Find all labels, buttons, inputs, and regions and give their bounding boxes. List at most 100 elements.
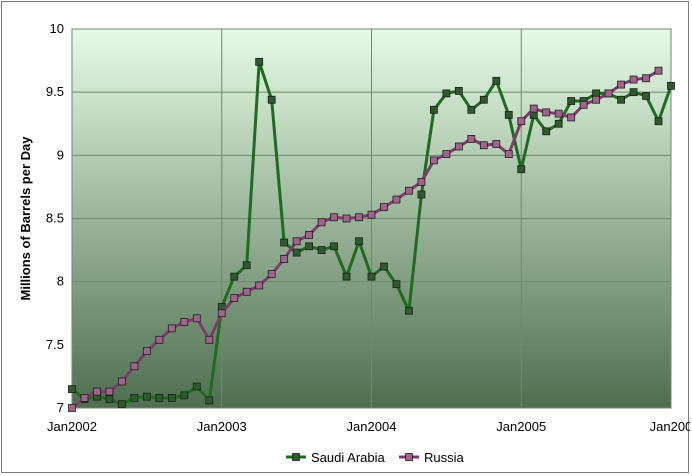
y-tick-label: 8.5 — [46, 211, 64, 226]
data-point — [554, 109, 563, 118]
y-tick-label: 9.5 — [46, 84, 64, 99]
data-point — [255, 57, 264, 66]
data-point — [267, 95, 276, 104]
data-point — [479, 141, 488, 150]
data-point — [68, 404, 76, 412]
axis-ticks: 7 7.5 8 8.5 9 9.5 10 Jan2002 Jan2003 Jan2004 Jan20… — [46, 21, 690, 434]
data-point — [429, 156, 438, 165]
y-tick-label: 9 — [57, 147, 64, 162]
data-point — [342, 214, 351, 223]
data-point — [392, 195, 401, 204]
data-point — [317, 218, 326, 227]
data-point — [405, 186, 413, 195]
data-point — [93, 387, 101, 396]
data-point — [80, 393, 89, 402]
data-point — [617, 80, 625, 89]
data-point — [629, 75, 638, 84]
data-point — [355, 237, 363, 246]
y-tick-label: 7.5 — [46, 337, 64, 352]
legend-marker — [292, 453, 300, 461]
data-point — [392, 280, 401, 289]
data-point — [367, 210, 376, 219]
data-point — [305, 231, 314, 239]
data-point — [205, 335, 214, 344]
data-point — [467, 105, 476, 114]
data-point — [192, 382, 201, 391]
series-russia — [68, 66, 663, 412]
data-point — [517, 165, 526, 174]
data-point — [592, 95, 601, 104]
data-point — [118, 400, 126, 409]
data-point — [180, 318, 189, 326]
data-point — [280, 238, 289, 247]
y-tick-label: 7 — [57, 400, 64, 415]
y-tick-label: 8 — [57, 274, 64, 289]
data-point — [642, 74, 650, 83]
data-point — [417, 190, 426, 199]
data-point — [342, 272, 351, 281]
data-point — [280, 255, 289, 263]
data-point — [380, 262, 388, 271]
data-point — [68, 385, 76, 393]
data-point — [454, 142, 463, 151]
legend-marker — [405, 453, 413, 461]
data-point — [255, 281, 264, 290]
data-point — [380, 203, 388, 212]
data-point — [330, 242, 338, 251]
data-point — [542, 108, 551, 117]
data-point — [155, 393, 164, 402]
data-point — [142, 392, 151, 401]
data-point — [492, 76, 501, 85]
data-point — [417, 177, 426, 186]
data-point — [517, 117, 526, 126]
data-point — [130, 362, 139, 371]
data-point — [504, 150, 513, 158]
data-point — [155, 335, 164, 344]
legend-item: Saudi Arabia — [286, 450, 385, 465]
data-point — [180, 391, 189, 400]
y-axis-title: Millions of Barrels per Day — [18, 136, 33, 301]
data-point — [167, 324, 176, 333]
data-point — [230, 294, 239, 302]
x-tick-label: Jan2003 — [197, 419, 247, 434]
legend: Saudi Arabia Russia — [286, 450, 465, 465]
data-point — [355, 213, 363, 222]
x-tick-label: Jan2004 — [347, 419, 397, 434]
legend-label: Russia — [424, 450, 465, 465]
data-point — [267, 270, 276, 278]
data-point — [504, 111, 513, 119]
y-tick-label: 10 — [50, 21, 64, 36]
data-point — [442, 150, 451, 158]
x-tick-label: Jan2005 — [496, 419, 546, 434]
data-point — [167, 393, 176, 402]
data-point — [654, 117, 663, 126]
data-point — [579, 100, 588, 109]
data-point — [604, 89, 613, 98]
data-point — [454, 87, 463, 95]
data-point — [142, 347, 151, 356]
legend-item: Russia — [399, 450, 465, 465]
data-point — [479, 95, 488, 104]
data-point — [192, 314, 201, 323]
x-tick-label: Jan2002 — [47, 419, 97, 434]
data-point — [305, 242, 314, 251]
data-point — [467, 135, 476, 143]
data-point — [442, 89, 451, 98]
data-point — [230, 272, 239, 281]
data-point — [405, 306, 413, 315]
data-point — [130, 393, 139, 402]
data-point — [330, 213, 338, 222]
data-point — [242, 287, 251, 296]
data-point — [554, 119, 563, 128]
data-point — [629, 88, 638, 97]
data-point — [654, 66, 663, 75]
data-point — [292, 248, 301, 257]
x-tick-label: Jan200 — [650, 419, 690, 434]
data-point — [242, 261, 251, 270]
data-point — [492, 140, 501, 148]
data-point — [292, 237, 301, 246]
data-point — [642, 92, 650, 100]
series-saudi-arabia — [68, 57, 675, 409]
data-point — [617, 95, 625, 104]
